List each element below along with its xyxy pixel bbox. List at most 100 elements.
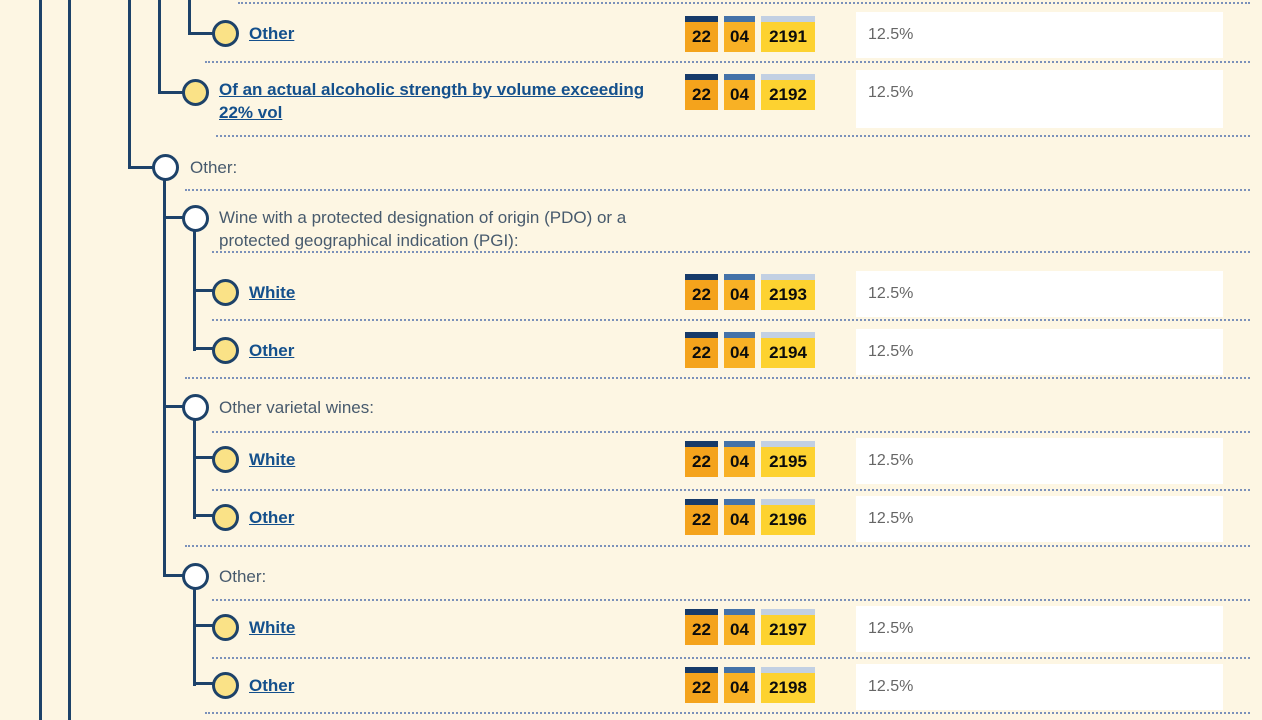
code-subheading-chip: 04: [724, 609, 755, 645]
row-separator: [212, 319, 1250, 321]
tree-node-circle-leaf: [212, 446, 239, 473]
duty-cell: [856, 12, 1223, 58]
commodity-code[interactable]: 22 04 2195: [685, 441, 815, 477]
tree-guide-line: [188, 0, 191, 35]
duty-rate: 12.5%: [868, 678, 914, 695]
tree-node-circle-leaf: [212, 672, 239, 699]
commodity-code[interactable]: 22 04 2193: [685, 274, 815, 310]
code-subheading-chip: 04: [724, 332, 755, 368]
tree-branch-line: [193, 587, 196, 686]
code-subheading-chip: 04: [724, 499, 755, 535]
code-heading-chip: 22: [685, 332, 718, 368]
row-separator: [212, 599, 1250, 601]
commodity-code[interactable]: 22 04 2192: [685, 74, 815, 110]
tree-elbow-line: [163, 574, 184, 577]
tree-node-circle-open: [152, 154, 179, 181]
code-heading-chip: 22: [685, 609, 718, 645]
code-commodity-chip: 2191: [761, 16, 815, 52]
tree-guide-line: [39, 0, 42, 720]
tree-elbow-line: [193, 289, 214, 292]
row-separator: [205, 61, 1250, 63]
code-heading-chip: 22: [685, 499, 718, 535]
code-heading-chip: 22: [685, 441, 718, 477]
commodity-code[interactable]: 22 04 2196: [685, 499, 815, 535]
row-separator: [212, 489, 1250, 491]
code-commodity-chip: 2194: [761, 332, 815, 368]
duty-rate: 12.5%: [868, 285, 914, 302]
commodity-code[interactable]: 22 04 2191: [685, 16, 815, 52]
commodity-code[interactable]: 22 04 2194: [685, 332, 815, 368]
code-commodity-chip: 2192: [761, 74, 815, 110]
duty-cell: [856, 664, 1223, 710]
tree-node-circle-open: [182, 394, 209, 421]
duty-rate: 12.5%: [868, 452, 914, 469]
tree-elbow-line: [158, 91, 184, 94]
code-commodity-chip: 2198: [761, 667, 815, 703]
tree-node-circle-leaf: [212, 279, 239, 306]
tree-branch-line: [163, 178, 166, 577]
row-separator: [238, 2, 1250, 4]
tree-node-circle-leaf: [212, 614, 239, 641]
tree-elbow-line: [193, 624, 214, 627]
tree-branch-line: [193, 418, 196, 519]
code-heading-chip: 22: [685, 274, 718, 310]
commodity-code[interactable]: 22 04 2198: [685, 667, 815, 703]
tree-elbow-line: [163, 405, 184, 408]
row-separator: [185, 377, 1250, 379]
commodity-link[interactable]: White: [249, 450, 296, 469]
tree-elbow-line: [193, 682, 214, 685]
duty-cell: [856, 271, 1223, 317]
subheading-label: Other:: [219, 567, 267, 586]
duty-rate: 12.5%: [868, 84, 914, 101]
code-subheading-chip: 04: [724, 667, 755, 703]
tree-node-circle-leaf: [212, 20, 239, 47]
code-commodity-chip: 2195: [761, 441, 815, 477]
code-subheading-chip: 04: [724, 441, 755, 477]
row-separator: [205, 712, 1250, 714]
tree-elbow-line: [128, 166, 154, 169]
commodity-link[interactable]: Other: [249, 676, 295, 695]
subheading-label: Other:: [190, 158, 238, 177]
tree-guide-line: [128, 0, 131, 169]
duty-rate: 12.5%: [868, 510, 914, 527]
code-commodity-chip: 2196: [761, 499, 815, 535]
commodity-link[interactable]: Of an actual alcoholic strength by volum…: [219, 80, 645, 122]
tree-elbow-line: [163, 216, 184, 219]
duty-rate: 12.5%: [868, 343, 914, 360]
tree-node-circle-leaf: [182, 79, 209, 106]
tree-guide-line: [158, 0, 161, 94]
code-commodity-chip: 2197: [761, 609, 815, 645]
tree-node-circle-open: [182, 563, 209, 590]
duty-rate: 12.5%: [868, 26, 914, 43]
commodity-code[interactable]: 22 04 2197: [685, 609, 815, 645]
commodity-link[interactable]: White: [249, 618, 296, 637]
tree-node-circle-leaf: [212, 337, 239, 364]
subheading-label: Other varietal wines:: [219, 398, 374, 417]
tree-guide-line: [68, 0, 71, 720]
row-separator: [212, 657, 1250, 659]
commodity-link[interactable]: Other: [249, 24, 295, 43]
code-subheading-chip: 04: [724, 274, 755, 310]
row-separator: [185, 545, 1250, 547]
tree-elbow-line: [193, 514, 214, 517]
duty-cell: [856, 329, 1223, 375]
duty-cell: [856, 70, 1223, 128]
commodity-link[interactable]: White: [249, 283, 296, 302]
tree-node-circle-open: [182, 205, 209, 232]
row-separator: [216, 135, 1250, 137]
commodity-link[interactable]: Other: [249, 508, 295, 527]
commodity-link[interactable]: Other: [249, 341, 295, 360]
duty-cell: [856, 606, 1223, 652]
duty-cell: [856, 496, 1223, 542]
subheading-label: Wine with a protected designation of ori…: [219, 208, 627, 250]
tree-node-circle-leaf: [212, 504, 239, 531]
tree-elbow-line: [193, 456, 214, 459]
code-subheading-chip: 04: [724, 16, 755, 52]
code-heading-chip: 22: [685, 667, 718, 703]
tree-elbow-line: [188, 32, 214, 35]
tree-elbow-line: [193, 347, 214, 350]
code-commodity-chip: 2193: [761, 274, 815, 310]
row-separator: [212, 251, 1250, 253]
code-heading-chip: 22: [685, 16, 718, 52]
